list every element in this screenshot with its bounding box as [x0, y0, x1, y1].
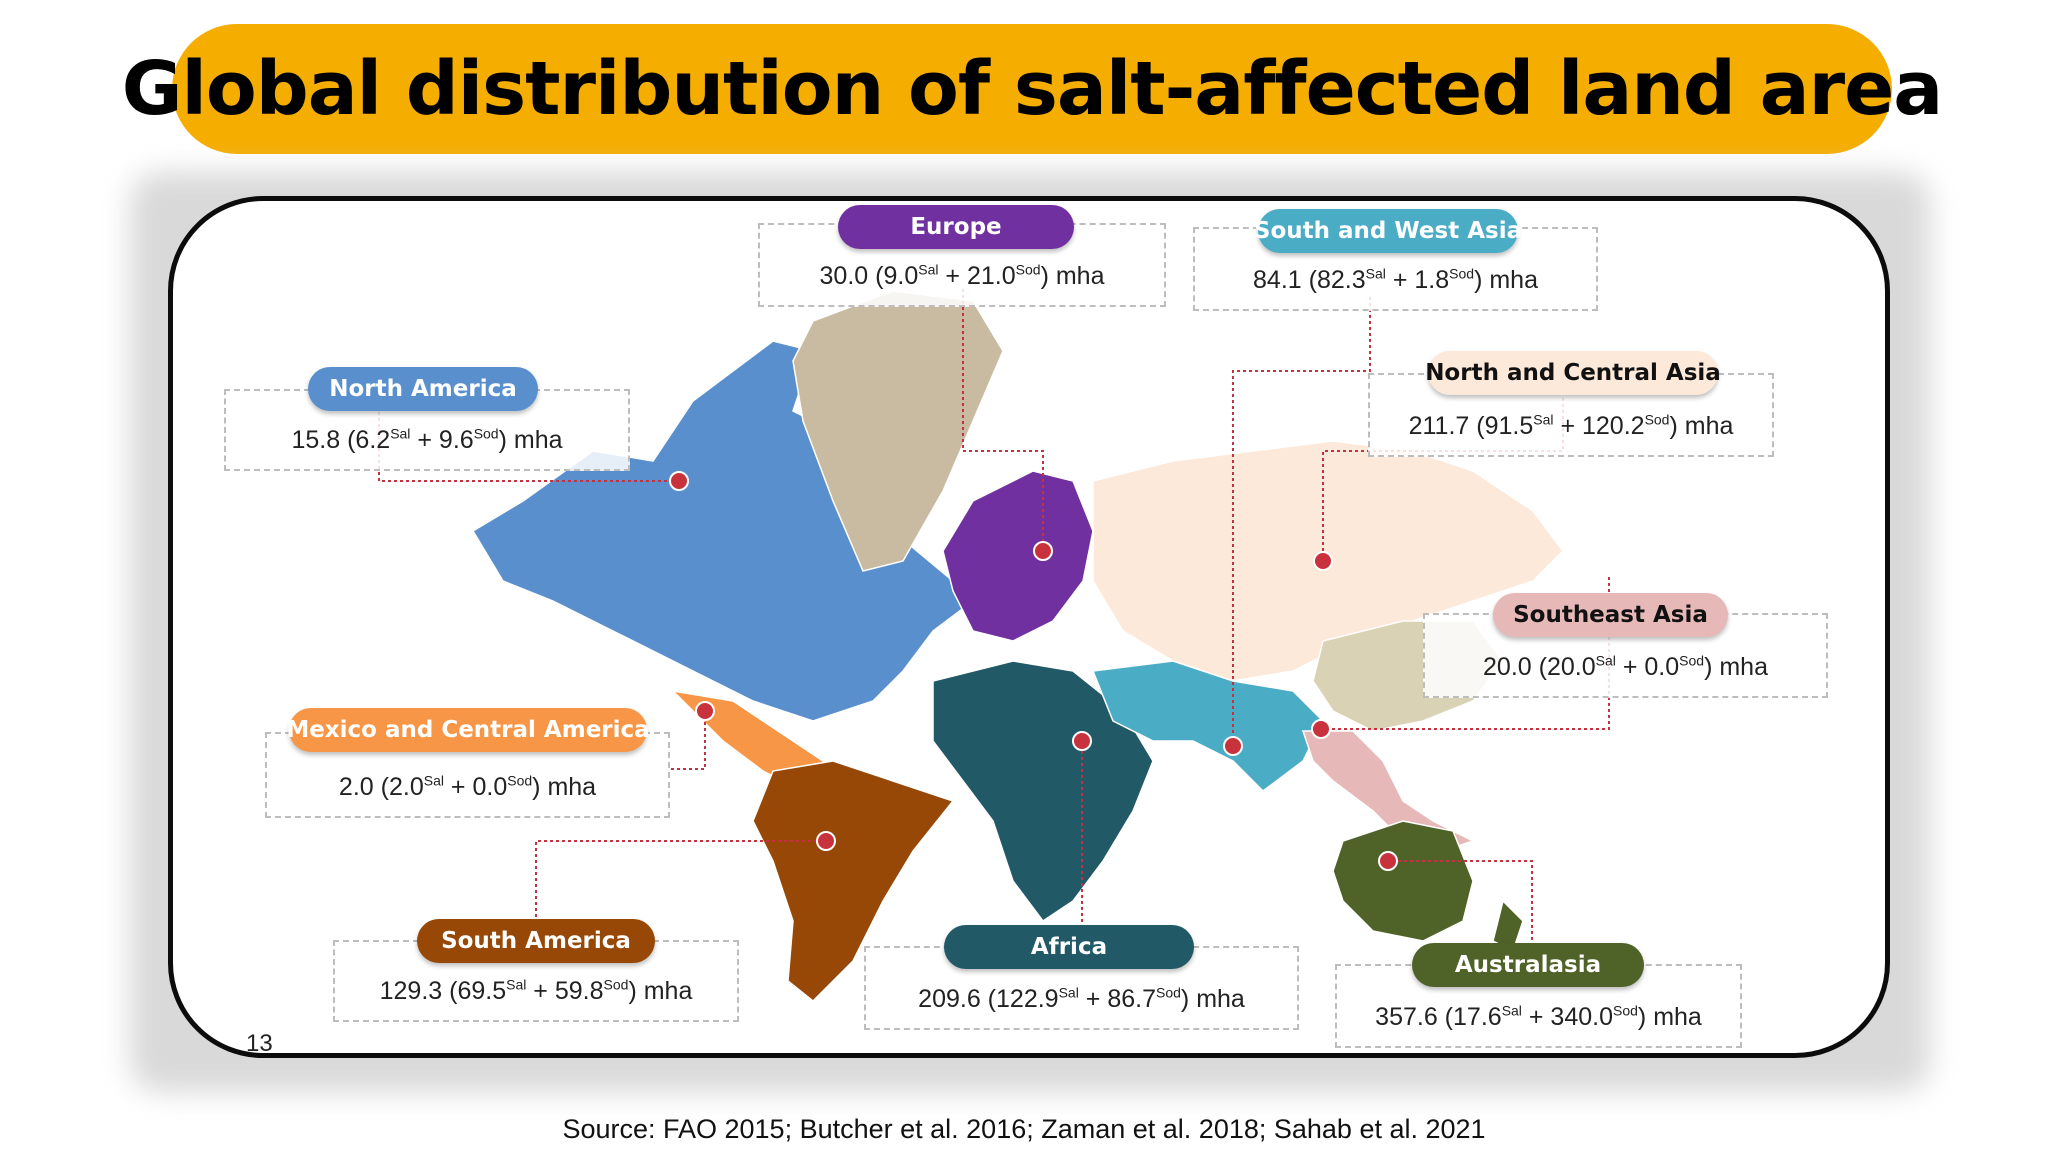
leader-australasia — [1388, 860, 1533, 952]
value-africa: 209.6 (122.9Sal + 86.7Sod) mha — [918, 984, 1245, 1013]
dot-north-central-asia — [1313, 551, 1333, 571]
value-south-west-asia: 84.1 (82.3Sal + 1.8Sod) mha — [1253, 265, 1538, 294]
label-south-america: South America — [417, 919, 655, 963]
value-north-central-asia: 211.7 (91.5Sal + 120.2Sod) mha — [1408, 411, 1734, 440]
label-australasia: Australasia — [1412, 943, 1644, 987]
land-africa — [932, 660, 1154, 923]
land-australasia — [1332, 820, 1524, 953]
map-frame: 15.8 (6.2Sal + 9.6Sod) mha North America… — [168, 196, 1890, 1058]
value-australasia: 357.6 (17.6Sal + 340.0Sod) mha — [1375, 1002, 1702, 1031]
leader-mexico — [671, 711, 706, 770]
land-south-america — [752, 760, 955, 1003]
label-south-west-asia: South and West Asia — [1254, 209, 1522, 253]
source-citation: Source: FAO 2015; Butcher et al. 2016; Z… — [562, 1114, 1486, 1144]
label-southeast-asia: Southeast Asia — [1493, 593, 1728, 637]
value-south-america: 129.3 (69.5Sal + 59.8Sod) mha — [379, 976, 693, 1005]
label-africa: Africa — [944, 925, 1194, 969]
value-box-africa: 209.6 (122.9Sal + 86.7Sod) mha — [864, 946, 1299, 1030]
value-europe: 30.0 (9.0Sal + 21.0Sod) mha — [819, 261, 1105, 290]
value-box-south-america: 129.3 (69.5Sal + 59.8Sod) mha — [333, 940, 739, 1022]
value-southeast-asia: 20.0 (20.0Sal + 0.0Sod) mha — [1483, 652, 1768, 681]
label-north-central-asia: North and Central Asia — [1425, 351, 1721, 395]
leader-south-west-asia — [1232, 297, 1371, 746]
dot-south-america — [816, 831, 836, 851]
dot-australasia — [1378, 851, 1398, 871]
label-north-america: North America — [308, 367, 538, 411]
title-banner: Global distribution of salt-affected lan… — [122, 24, 1943, 154]
dot-africa — [1072, 731, 1092, 751]
label-europe: Europe — [838, 205, 1074, 249]
dot-mexico — [695, 701, 715, 721]
dot-southeast-asia — [1311, 719, 1331, 739]
leader-europe — [962, 289, 1044, 551]
value-box-southeast-asia: 20.0 (20.0Sal + 0.0Sod) mha — [1423, 613, 1828, 698]
slide-title: Global distribution of salt-affected lan… — [121, 46, 1943, 132]
land-europe — [942, 470, 1094, 642]
dot-south-west-asia — [1223, 736, 1243, 756]
label-mexico-central-america: Mexico and Central America — [286, 708, 650, 752]
dot-europe — [1033, 541, 1053, 561]
world-map — [378, 289, 1610, 1003]
page-number: 13 — [246, 1030, 273, 1057]
value-mexico-central-america: 2.0 (2.0Sal + 0.0Sod) mha — [338, 772, 597, 801]
value-north-america: 15.8 (6.2Sal + 9.6Sod) mha — [291, 425, 563, 454]
land-south-west-asia — [1091, 660, 1324, 792]
dot-north-america — [669, 471, 689, 491]
